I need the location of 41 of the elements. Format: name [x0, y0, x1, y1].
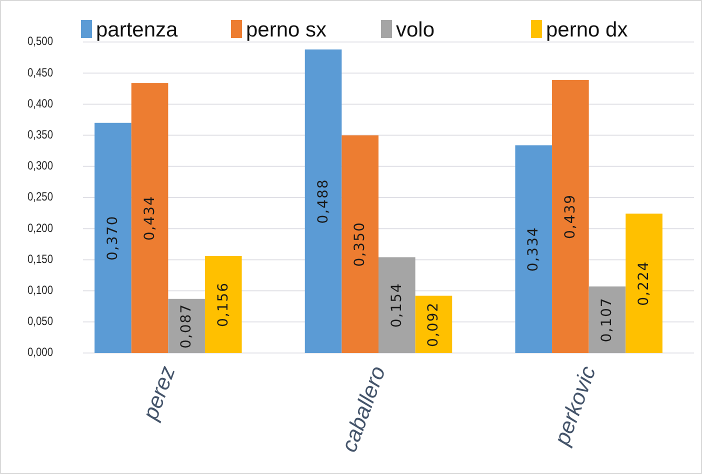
- bar: [415, 296, 452, 353]
- x-tick-label: perkovic: [548, 362, 601, 450]
- bar: [552, 80, 589, 353]
- legend-label: volo: [396, 18, 435, 42]
- data-label: 0,154: [388, 282, 405, 328]
- data-label: 0,434: [142, 195, 158, 241]
- y-tick-label: 0,300: [28, 160, 53, 173]
- bar: [588, 286, 626, 353]
- data-label: 0,156: [215, 282, 232, 328]
- legend-label: partenza: [96, 18, 178, 42]
- bar: [378, 257, 416, 353]
- y-tick-label: 0,150: [28, 253, 53, 266]
- data-label: 0,370: [104, 215, 121, 260]
- y-tick-label: 0,050: [28, 315, 53, 328]
- y-tick-label: 0,200: [28, 222, 53, 236]
- y-tick-label: 0,350: [28, 128, 53, 142]
- bar: [204, 256, 242, 353]
- legend-label: perno dx: [546, 18, 628, 42]
- bar: [304, 49, 342, 353]
- y-tick-label: 0,250: [28, 191, 53, 204]
- y-tick-label: 0,400: [28, 98, 53, 111]
- data-label: 0,350: [352, 222, 368, 267]
- bar: [168, 298, 205, 353]
- x-tick-label: perez: [137, 362, 180, 424]
- bar: [131, 83, 168, 353]
- y-tick-label: 0,450: [28, 66, 53, 80]
- data-label: 0,224: [636, 260, 652, 306]
- bar: [515, 145, 552, 353]
- bar: [342, 135, 378, 353]
- legend-label: perno sx: [246, 18, 328, 42]
- data-label: 0,488: [315, 178, 332, 224]
- data-label: 0,334: [526, 226, 542, 272]
- data-label: 0,439: [562, 194, 578, 240]
- data-label: 0,107: [599, 297, 616, 342]
- y-tick-label: 0,100: [28, 284, 53, 298]
- data-label: 0,092: [426, 302, 442, 347]
- y-tick-label: 0,500: [28, 36, 53, 48]
- bar: [626, 214, 662, 353]
- y-tick-label: 0,000: [28, 346, 53, 360]
- bar: [94, 122, 132, 353]
- data-label: 0,087: [178, 303, 195, 348]
